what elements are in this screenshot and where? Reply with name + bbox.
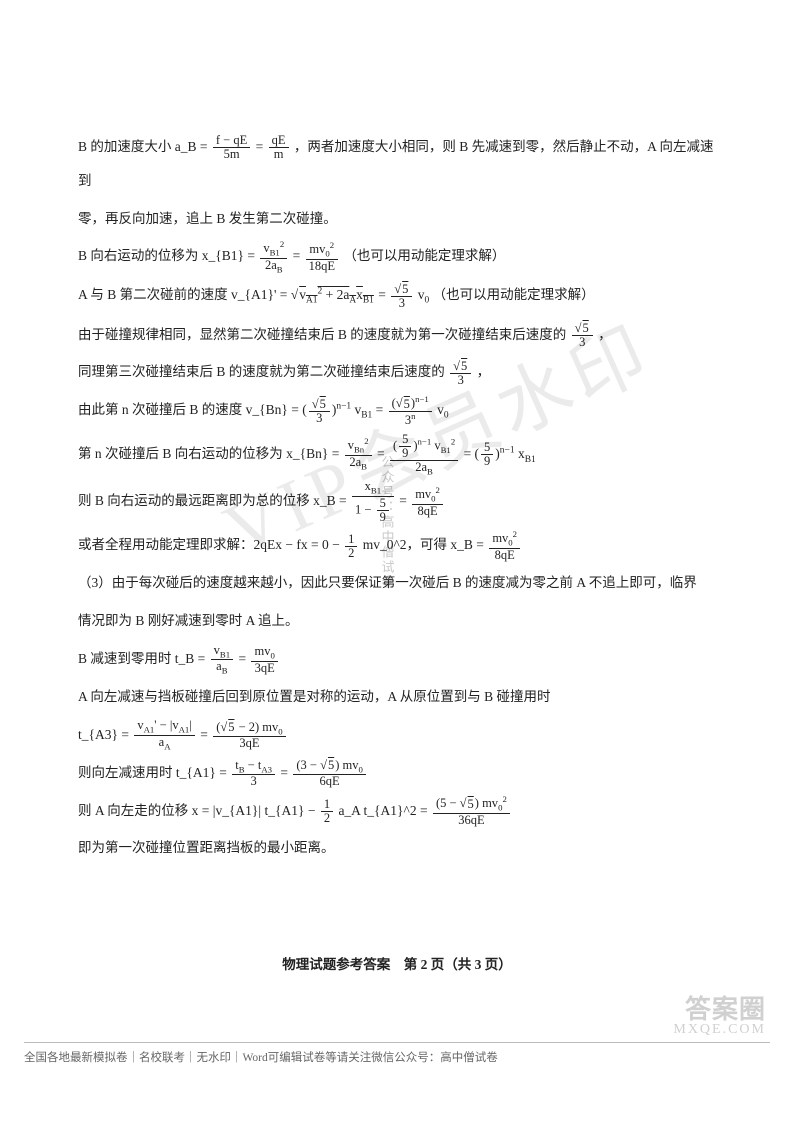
text: 则 B 向右运动的最远距离即为总的位移 x_B =	[78, 494, 350, 509]
text: t_{A3} =	[78, 727, 132, 742]
para-12: 情况即为 B 刚好减速到零时 A 追上。	[78, 604, 716, 638]
para-5: 由于碰撞规律相同，显然第二次碰撞结束后 B 的速度就为第一次碰撞结束后速度的 √…	[78, 318, 716, 352]
text: 由于碰撞规律相同，显然第二次碰撞结束后 B 的速度就为第一次碰撞结束后速度的	[78, 327, 566, 342]
page-footer: 物理试题参考答案 第 2 页（共 3 页）	[0, 953, 794, 973]
text: B 向右运动的位移为 x_{B1} =	[78, 248, 258, 263]
para-8: 第 n 次碰撞后 B 向右运动的位移为 x_{Bn} = vBn22aB = (…	[78, 433, 716, 477]
para-10: 或者全程用动能定理即求解：2qEx − fx = 0 − 12 mv_0^2，可…	[78, 528, 716, 562]
text: 或者全程用动能定理即求解：2qEx − fx = 0 −	[78, 537, 343, 552]
text: A 与 B 第二次碰前的速度 v_{A1}' =	[78, 287, 291, 302]
para-13: B 减速到零用时 t_B = vB1aB = mv03qE	[78, 642, 716, 676]
fraction: 12	[345, 533, 357, 560]
para-15: t_{A3} = vA1' − |vA1|aA = (√5 − 2) mv03q…	[78, 718, 716, 752]
text: B 的加速度大小 a_B =	[78, 139, 211, 154]
fraction: √53	[572, 322, 593, 349]
fraction: 59	[481, 441, 493, 468]
fraction: (√5 − 2) mv03qE	[213, 721, 285, 751]
text: 同理第三次碰撞结束后 B 的速度就为第二次碰撞结束后速度的	[78, 364, 445, 379]
fraction: 12	[321, 798, 333, 825]
para-2: 零，再反向加速，追上 B 发生第二次碰撞。	[78, 202, 716, 236]
text: B 减速到零用时 t_B =	[78, 651, 209, 666]
fraction: √53	[450, 360, 471, 387]
fraction: vA1' − |vA1|aA	[134, 719, 194, 751]
text: ，	[477, 364, 491, 379]
para-18: 即为第一次碰撞位置距离挡板的最小距离。	[78, 831, 716, 865]
para-16: 则向左减速用时 t_{A1} = tB − tA33 = (3 − √5) mv…	[78, 756, 716, 790]
para-7: 由此第 n 次碰撞后 B 的速度 v_{Bn} = (√53)n−1 vB1 =…	[78, 393, 716, 428]
para-17: 则 A 向左走的位移 x = |v_{A1}| t_{A1} − 12 a_A …	[78, 794, 716, 828]
para-3: B 向右运动的位移为 x_{B1} = vB122aB = mv0218qE （…	[78, 239, 716, 274]
fraction: vBn22aB	[345, 437, 372, 472]
text: 由此第 n 次碰撞后 B 的速度 v_{Bn} =	[78, 402, 302, 417]
text: （也可以用动能定理求解）	[433, 287, 595, 302]
fraction: mv028qE	[489, 530, 520, 562]
para-9: 则 B 向右运动的最远距离即为总的位移 x_B = xB11 − 59 = mv…	[78, 480, 716, 524]
fraction: (3 − √5) mv06qE	[293, 759, 365, 789]
text: （也可以用动能定理求解）	[343, 248, 505, 263]
fraction: mv0218qE	[306, 241, 338, 273]
text: mv_0^2，可得 x_B =	[363, 537, 488, 552]
fraction: (59)n−1 vB122aB	[390, 433, 458, 477]
fraction: f − qE5m	[213, 134, 250, 161]
fraction: (5 − √5) mv0236qE	[433, 795, 510, 827]
fraction: xB11 − 59	[352, 480, 394, 524]
text: ，	[598, 327, 612, 342]
text: a_A t_{A1}^2 =	[338, 803, 431, 818]
para-6: 同理第三次碰撞结束后 B 的速度就为第二次碰撞结束后速度的 √53 ，	[78, 355, 716, 389]
fraction: vB1aB	[211, 644, 233, 676]
fraction: (√5)n−13n	[389, 395, 432, 427]
text: 则向左减速用时 t_{A1} =	[78, 765, 230, 780]
para-11: （3）由于每次碰后的速度越来越小，因此只要保证第一次碰后 B 的速度减为零之前 …	[78, 566, 716, 600]
text: 则 A 向左走的位移 x = |v_{A1}| t_{A1} −	[78, 803, 319, 818]
bottom-note: 全国各地最新模拟卷｜名校联考｜无水印｜Word可编辑试卷等请关注微信公众号：高中…	[24, 1042, 770, 1065]
fraction: mv028qE	[412, 486, 443, 518]
para-14: A 向左减速与挡板碰撞后回到原位置是对称的运动，A 从原位置到与 B 碰撞用时	[78, 680, 716, 714]
fraction: tB − tA33	[232, 759, 275, 789]
text: 第 n 次碰撞后 B 向右运动的位移为 x_{Bn} =	[78, 446, 343, 461]
fraction: qEm	[269, 134, 289, 161]
fraction: √53	[391, 283, 412, 310]
fraction: √53	[309, 398, 330, 425]
para-1: B 的加速度大小 a_B = f − qE5m = qEm ，两者加速度大小相同…	[78, 130, 716, 198]
fraction: mv03qE	[251, 645, 277, 675]
fraction: vB122aB	[260, 240, 287, 275]
para-4: A 与 B 第二次碰前的速度 v_{A1}' = √vA12 + 2aAxB1 …	[78, 278, 716, 313]
